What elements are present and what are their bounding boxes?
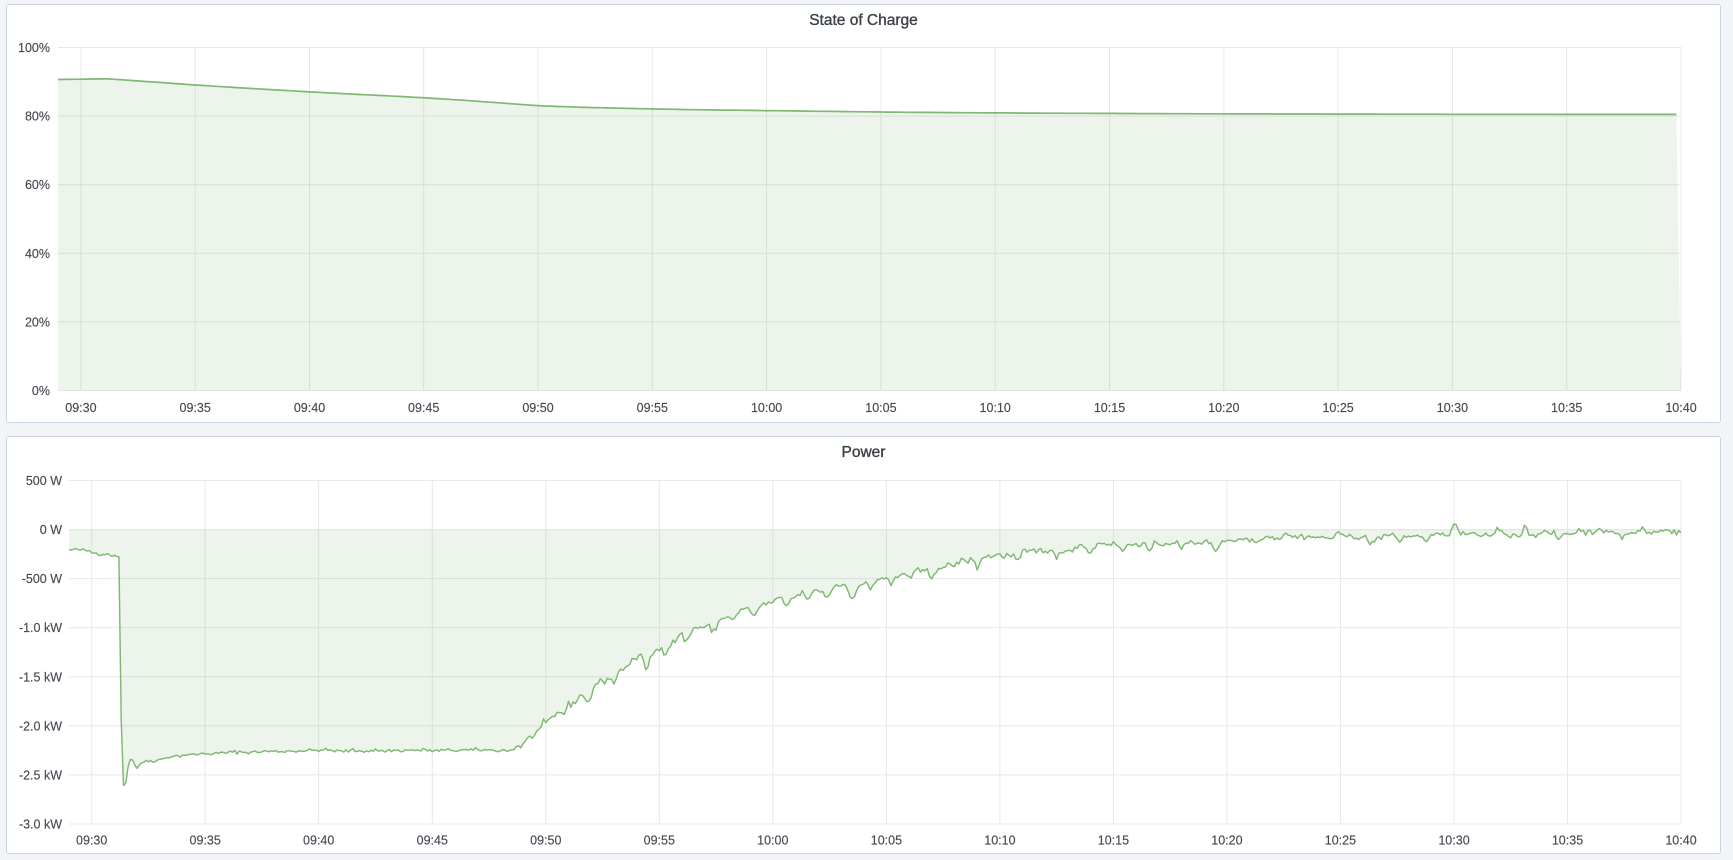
svg-text:500 W: 500 W — [26, 474, 62, 488]
svg-text:-1.0 kW: -1.0 kW — [19, 621, 62, 635]
svg-text:-2.0 kW: -2.0 kW — [19, 719, 62, 733]
svg-text:10:35: 10:35 — [1552, 834, 1583, 848]
svg-text:10:30: 10:30 — [1438, 834, 1469, 848]
svg-text:10:05: 10:05 — [865, 401, 896, 415]
svg-text:100%: 100% — [18, 41, 50, 55]
svg-text:-1.5 kW: -1.5 kW — [19, 670, 62, 684]
svg-text:09:55: 09:55 — [644, 834, 675, 848]
svg-text:-500 W: -500 W — [22, 572, 62, 586]
svg-text:10:15: 10:15 — [1094, 401, 1125, 415]
svg-text:09:30: 09:30 — [65, 401, 96, 415]
svg-text:09:50: 09:50 — [530, 834, 561, 848]
svg-text:09:35: 09:35 — [180, 401, 211, 415]
svg-text:60%: 60% — [25, 178, 50, 192]
svg-text:10:25: 10:25 — [1322, 401, 1353, 415]
svg-text:10:15: 10:15 — [1098, 834, 1129, 848]
svg-text:10:10: 10:10 — [980, 401, 1011, 415]
svg-text:0 W: 0 W — [40, 523, 62, 537]
svg-text:09:35: 09:35 — [190, 834, 221, 848]
svg-text:10:20: 10:20 — [1208, 401, 1239, 415]
svg-text:09:30: 09:30 — [76, 834, 107, 848]
svg-text:10:25: 10:25 — [1325, 834, 1356, 848]
svg-text:09:40: 09:40 — [294, 401, 325, 415]
svg-text:09:55: 09:55 — [637, 401, 668, 415]
svg-text:10:05: 10:05 — [871, 834, 902, 848]
svg-text:10:00: 10:00 — [757, 834, 788, 848]
svg-text:10:20: 10:20 — [1211, 834, 1242, 848]
svg-text:09:40: 09:40 — [303, 834, 334, 848]
svg-text:10:00: 10:00 — [751, 401, 782, 415]
svg-text:09:50: 09:50 — [522, 401, 553, 415]
svg-text:40%: 40% — [25, 247, 50, 261]
svg-text:0%: 0% — [32, 384, 50, 398]
svg-text:09:45: 09:45 — [417, 834, 448, 848]
svg-text:20%: 20% — [25, 315, 50, 329]
svg-text:10:40: 10:40 — [1665, 834, 1696, 848]
svg-text:10:30: 10:30 — [1437, 401, 1468, 415]
svg-text:10:35: 10:35 — [1551, 401, 1582, 415]
svg-text:-2.5 kW: -2.5 kW — [19, 768, 62, 782]
svg-text:-3.0 kW: -3.0 kW — [19, 818, 62, 832]
svg-text:09:45: 09:45 — [408, 401, 439, 415]
svg-text:80%: 80% — [25, 110, 50, 124]
svg-text:10:40: 10:40 — [1665, 401, 1696, 415]
svg-text:10:10: 10:10 — [984, 834, 1015, 848]
